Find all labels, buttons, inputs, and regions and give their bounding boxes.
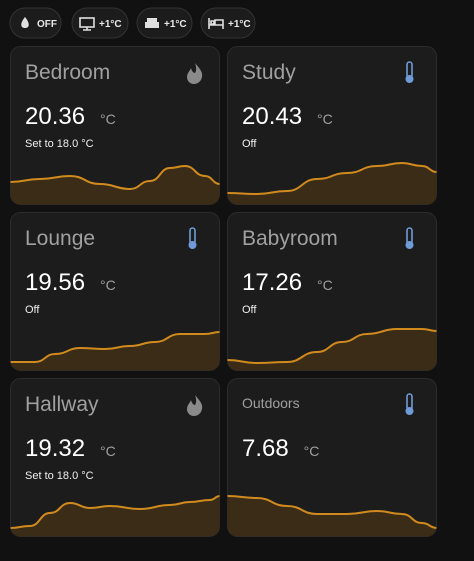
card[interactable]: Bedroom 20.36 °C Set to 18.0 °C [10, 46, 220, 206]
temperature-unit: °C [304, 443, 320, 459]
card-name: Study [242, 61, 296, 84]
chip-label: +1°C [228, 19, 251, 30]
card-name: Lounge [25, 227, 95, 250]
temperature-value: 20.43 [242, 103, 302, 130]
thermometer-bulb [405, 407, 414, 415]
card[interactable]: Babyroom 17.26 °C Off [227, 212, 437, 372]
chip[interactable]: +1°C [136, 7, 193, 39]
flame-icon [187, 63, 203, 84]
card[interactable]: Hallway 19.32 °C Set to 18.0 °C [10, 378, 220, 538]
sparkline-area [10, 332, 220, 371]
temperature-value: 19.56 [25, 269, 85, 296]
sparkline-area [227, 163, 437, 205]
chip[interactable]: OFF [9, 7, 62, 39]
card-status: Off [242, 304, 257, 316]
sparkline-area [227, 496, 437, 537]
card-status: Off [242, 138, 257, 150]
card-name: Hallway [25, 393, 99, 416]
card[interactable]: Outdoors 7.68 °C [227, 378, 437, 538]
card-name: Babyroom [242, 227, 338, 250]
temperature-unit: °C [317, 111, 333, 127]
sparkline [10, 331, 220, 363]
thermometer-bulb [405, 241, 414, 249]
thermometer-bulb [188, 241, 197, 249]
temperature-unit: °C [100, 443, 116, 459]
sparkline [227, 328, 437, 365]
sofa-icon [145, 18, 159, 28]
drop-icon [21, 17, 29, 28]
temperature-value: 20.36 [25, 103, 85, 130]
card-status: Set to 18.0 °C [25, 138, 94, 150]
temperature-value: 17.26 [242, 269, 302, 296]
card-status: Off [25, 304, 40, 316]
temperature-unit: °C [317, 277, 333, 293]
temperature-unit: °C [100, 277, 116, 293]
card-name: Outdoors [242, 395, 300, 411]
sparkline [10, 164, 220, 191]
chip-label: +1°C [99, 19, 122, 30]
sparkline [10, 495, 220, 529]
chip-background [136, 7, 193, 39]
chip-label: OFF [37, 19, 57, 30]
flame-icon [187, 395, 203, 416]
card[interactable]: Lounge 19.56 °C Off [10, 212, 220, 372]
card[interactable]: Study 20.43 °C Off [227, 46, 437, 206]
chip-background [9, 7, 62, 39]
sparkline-area [10, 166, 220, 205]
bed-icon [208, 18, 224, 29]
card-name: Bedroom [25, 61, 110, 84]
temperature-value: 19.32 [25, 435, 85, 462]
sparkline [227, 161, 437, 196]
chip-background [200, 7, 256, 39]
temperature-unit: °C [100, 111, 116, 127]
sparkline-area [227, 329, 437, 371]
card-status: Set to 18.0 °C [25, 470, 94, 482]
chip[interactable]: +1°C [71, 7, 129, 39]
sparkline [227, 495, 437, 529]
temperature-value: 7.68 [242, 435, 289, 462]
thermometer-bulb [405, 75, 414, 83]
chip-label: +1°C [164, 19, 187, 30]
chip[interactable]: +1°C [200, 7, 256, 39]
monitor-stand [83, 27, 91, 31]
